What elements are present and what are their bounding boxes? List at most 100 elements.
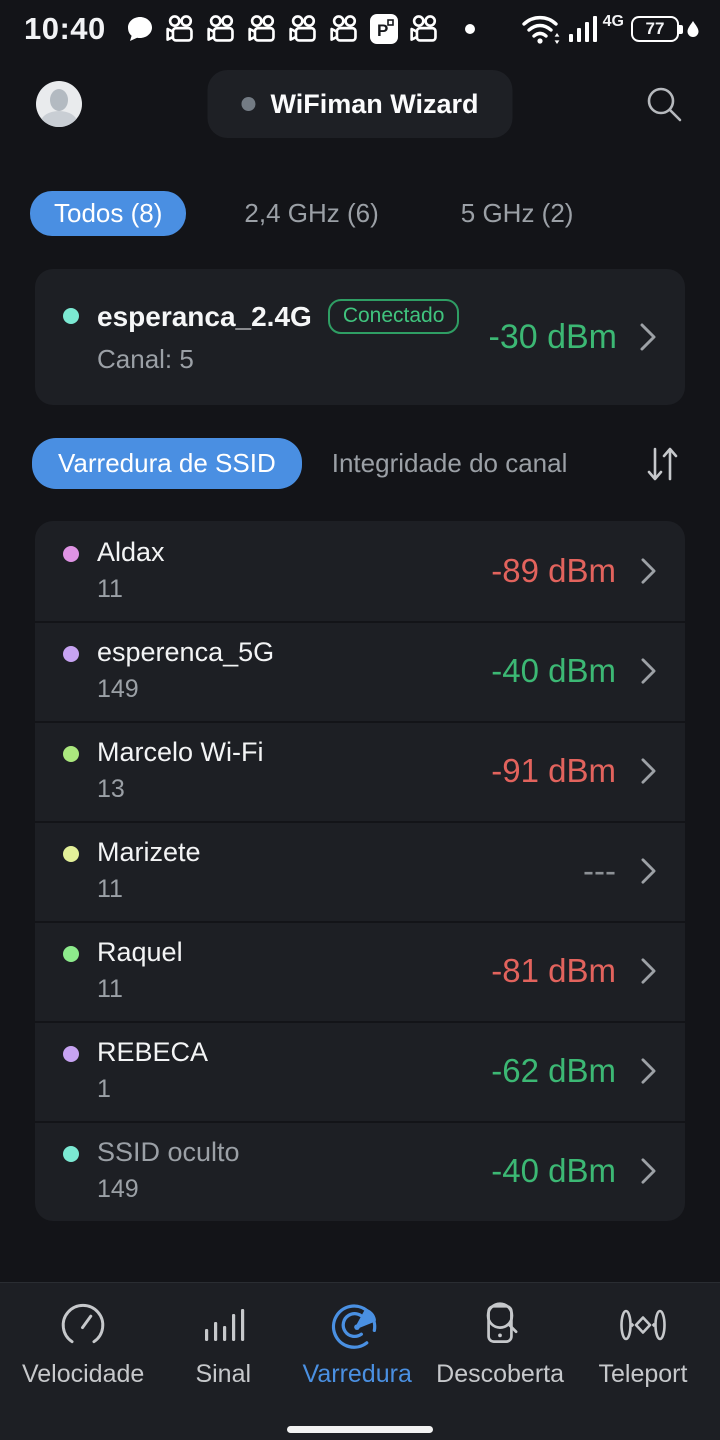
network-signal: -62 dBm	[491, 1052, 616, 1089]
chevron-right-icon	[639, 322, 657, 352]
view-tabs-row: Varredura de SSID Integridade do canal	[32, 438, 688, 489]
camera-icon	[288, 14, 318, 44]
nav-varredura[interactable]: Varredura	[302, 1299, 412, 1389]
network-name: Marcelo Wi-Fi	[97, 737, 264, 767]
chevron-right-icon	[640, 557, 657, 585]
nav-label: Sinal	[195, 1360, 252, 1388]
network-row[interactable]: Raquel 11 -81 dBm	[35, 921, 685, 1021]
chevron-right-icon	[640, 757, 657, 785]
network-row[interactable]: REBECA 1 -62 dBm	[35, 1021, 685, 1121]
connected-signal: -30 dBm	[488, 317, 618, 356]
nav-descoberta[interactable]: Descoberta	[436, 1299, 564, 1389]
network-name: SSID oculto	[97, 1137, 240, 1167]
network-name: REBECA	[97, 1037, 209, 1067]
clock: 10:40	[24, 11, 106, 46]
chevron-right-icon	[640, 1057, 657, 1085]
p-app-icon: P	[369, 14, 398, 44]
battery-percent: 77	[645, 19, 665, 38]
radar-icon	[331, 1299, 383, 1351]
network-dot	[63, 646, 79, 662]
network-signal: -91 dBm	[491, 752, 616, 789]
nav-label: Velocidade	[21, 1360, 145, 1388]
tab-ssid-scan[interactable]: Varredura de SSID	[32, 438, 302, 489]
band-tab-5ghz[interactable]: 5 GHz (2)	[460, 198, 574, 228]
camera-icon	[247, 14, 277, 44]
teleport-icon	[617, 1300, 669, 1350]
connected-badge: Conectado	[327, 299, 460, 334]
svg-text:P: P	[377, 21, 388, 40]
device-search-icon	[475, 1298, 525, 1352]
header: WiFiman Wizard	[0, 70, 720, 138]
network-name: esperenca_5G	[97, 637, 275, 667]
network-channel: 1	[97, 1075, 111, 1103]
page-title: WiFiman Wizard	[270, 88, 479, 119]
network-signal: -81 dBm	[491, 952, 616, 989]
status-bar: 10:40 P	[0, 0, 720, 52]
nav-label: Teleport	[598, 1360, 688, 1388]
network-channel: 149	[97, 1175, 139, 1203]
chevron-right-icon	[640, 957, 657, 985]
network-row[interactable]: Marizete 11 ---	[35, 821, 685, 921]
network-type-label: 4G	[602, 13, 624, 30]
speedometer-icon	[58, 1300, 108, 1350]
camera-icon	[165, 14, 195, 44]
network-dot	[63, 1146, 79, 1162]
nav-teleport[interactable]: Teleport	[588, 1299, 698, 1389]
wifi-icon	[521, 13, 561, 45]
camera-icon	[409, 14, 439, 44]
droplet-icon	[686, 20, 700, 38]
sort-button[interactable]	[642, 442, 682, 486]
connected-network-name: esperanca_2.4G	[97, 300, 312, 332]
nav-sinal[interactable]: Sinal	[168, 1299, 278, 1389]
notification-dot-icon	[450, 23, 476, 35]
network-dot	[63, 946, 79, 962]
network-row[interactable]: Aldax 11 -89 dBm	[35, 521, 685, 621]
camera-icon	[206, 14, 236, 44]
network-dot	[63, 746, 79, 762]
network-signal: ---	[583, 852, 616, 889]
chevron-right-icon	[640, 857, 657, 885]
network-name: Marizete	[97, 837, 201, 867]
network-channel: 149	[97, 675, 139, 703]
network-signal: -40 dBm	[491, 652, 616, 689]
band-tab-todos[interactable]: Todos (8)	[30, 191, 187, 236]
status-app-icons: P	[124, 14, 511, 44]
band-tabs: Todos (8) 2,4 GHz (6) 5 GHz (2)	[30, 191, 720, 236]
signal-bars-icon	[201, 1300, 245, 1350]
network-name: Aldax	[97, 537, 165, 567]
network-channel: 11	[97, 875, 123, 903]
network-row[interactable]: Marcelo Wi-Fi 13 -91 dBm	[35, 721, 685, 821]
network-row[interactable]: SSID oculto 149 -40 dBm	[35, 1121, 685, 1221]
network-dot	[63, 1046, 79, 1062]
nav-label: Descoberta	[436, 1360, 565, 1388]
chevron-right-icon	[640, 1157, 657, 1185]
avatar[interactable]	[36, 81, 82, 127]
network-channel: 13	[97, 775, 125, 803]
connected-channel: Canal: 5	[97, 344, 194, 374]
band-tab-24ghz[interactable]: 2,4 GHz (6)	[244, 198, 379, 228]
cell-signal-icon	[568, 14, 598, 44]
network-signal: -40 dBm	[491, 1152, 616, 1189]
chevron-right-icon	[640, 657, 657, 685]
tab-channel-health[interactable]: Integridade do canal	[331, 448, 568, 478]
battery-icon: 77	[631, 16, 683, 42]
home-indicator[interactable]	[287, 1426, 433, 1433]
search-button[interactable]	[644, 84, 684, 124]
network-dot	[63, 308, 79, 324]
network-dot	[63, 846, 79, 862]
status-system-icons: 4G 77	[521, 13, 700, 45]
network-channel: 11	[97, 975, 123, 1003]
status-dot-icon	[241, 97, 256, 111]
network-list: Aldax 11 -89 dBm esperenca_5G 149 -40 dB…	[35, 521, 685, 1221]
connected-network-card[interactable]: esperanca_2.4G Conectado Canal: 5 -30 dB…	[35, 269, 685, 405]
network-name: Raquel	[97, 937, 183, 967]
title-pill[interactable]: WiFiman Wizard	[207, 70, 513, 138]
network-row[interactable]: esperenca_5G 149 -40 dBm	[35, 621, 685, 721]
chat-bubble-icon	[124, 14, 154, 44]
network-signal: -89 dBm	[491, 552, 616, 589]
network-dot	[63, 546, 79, 562]
nav-velocidade[interactable]: Velocidade	[22, 1299, 144, 1389]
network-channel: 11	[97, 575, 123, 603]
bottom-nav: Velocidade Sinal Varredura Descoberta	[0, 1282, 720, 1440]
nav-label: Varredura	[302, 1360, 412, 1388]
